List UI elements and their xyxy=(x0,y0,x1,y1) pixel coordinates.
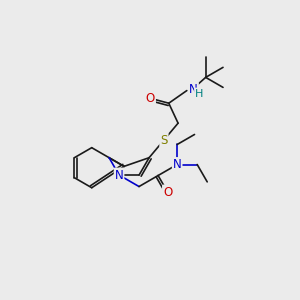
Text: H: H xyxy=(195,88,203,98)
Text: O: O xyxy=(163,185,172,199)
Text: S: S xyxy=(160,134,168,146)
Text: N: N xyxy=(115,169,124,182)
Text: N: N xyxy=(173,158,182,171)
Text: O: O xyxy=(146,92,155,105)
Text: N: N xyxy=(189,83,198,96)
